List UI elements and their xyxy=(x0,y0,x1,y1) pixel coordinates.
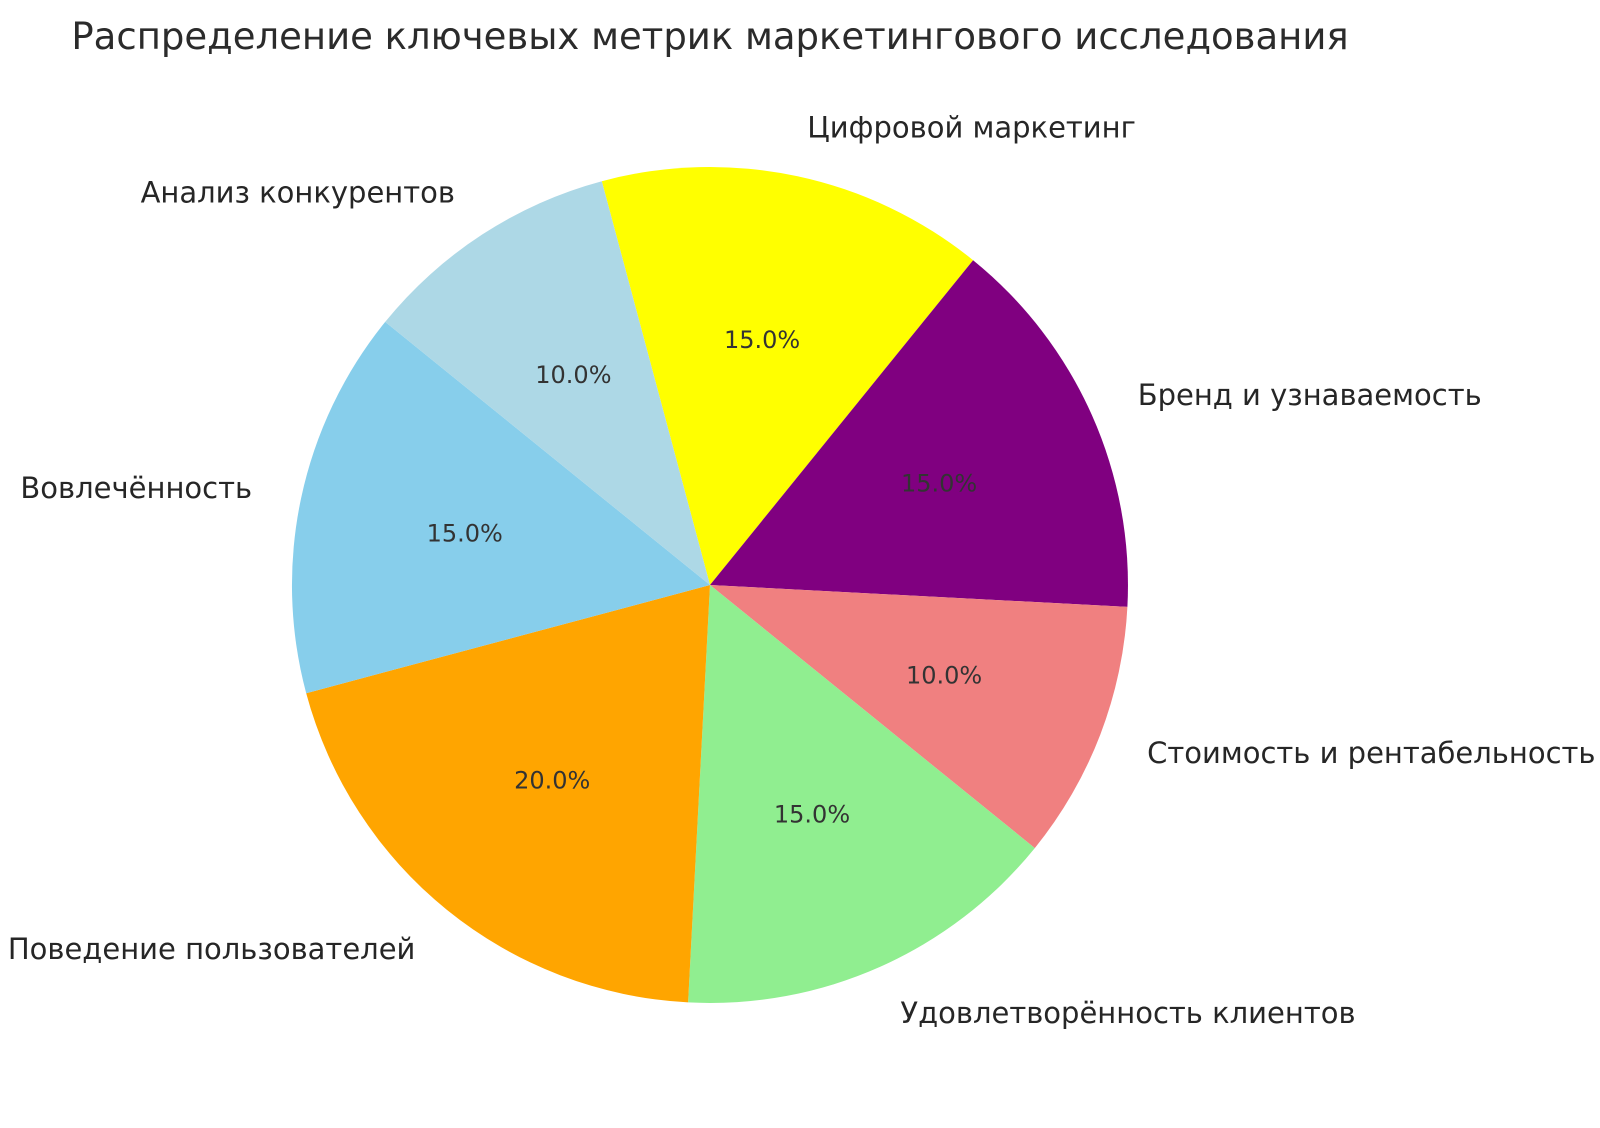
pie-category-label-1: Цифровой маркетинг xyxy=(807,110,1136,144)
pie-slice-2 xyxy=(710,260,1128,607)
pie-pct-label-7: 10.0% xyxy=(535,361,611,389)
pie-category-label-3: Стоимость и рентабельность xyxy=(1147,736,1595,770)
pie-pct-label-4: 15.0% xyxy=(774,801,850,829)
pie-pct-label-3: 10.0% xyxy=(906,661,982,689)
pie-category-label-7: Анализ конкурентов xyxy=(141,176,455,210)
pie-slice-4 xyxy=(688,585,1035,1003)
pie-slice-1 xyxy=(601,166,974,585)
pie-slice-7 xyxy=(385,181,710,585)
pie-category-label-6: Вовлечённость xyxy=(20,471,252,505)
pie-pct-label-6: 15.0% xyxy=(427,519,503,547)
pie-pct-label-5: 20.0% xyxy=(514,766,590,794)
pie-category-label-5: Поведение пользователей xyxy=(8,932,416,966)
pie-slice-3 xyxy=(710,585,1128,849)
pie-slice-6 xyxy=(291,321,710,694)
pie-pct-label-1: 15.0% xyxy=(724,326,800,354)
pie-category-label-4: Удовлетворённость клиентов xyxy=(900,996,1355,1030)
pie-pct-label-2: 15.0% xyxy=(901,469,977,497)
pie-slice-5 xyxy=(306,585,710,1003)
chart-title: Распределение ключевых метрик маркетинго… xyxy=(71,15,1348,58)
pie-category-label-2: Бренд и узнаваемость xyxy=(1138,378,1482,412)
